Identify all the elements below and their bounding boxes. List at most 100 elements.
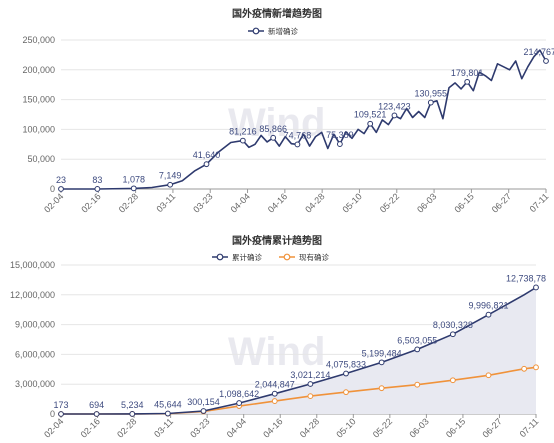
- chart1-y-axis: 0 50,000 100,000 150,000 200,000 250,000: [22, 35, 55, 194]
- data-label: 179,801: [451, 68, 484, 78]
- y-tick-label: 15,000,000: [10, 260, 55, 270]
- data-point: [236, 400, 243, 406]
- x-tick-label: 07-11: [518, 416, 541, 439]
- data-point: [307, 393, 314, 400]
- x-tick-label: 04-04: [229, 191, 252, 214]
- data-label: 130,955: [415, 89, 448, 99]
- data-point: [449, 377, 456, 384]
- data-point: [239, 137, 246, 144]
- data-point: [485, 311, 492, 318]
- data-label: 1,098,642: [219, 389, 259, 399]
- data-label: 85,866: [259, 124, 287, 134]
- x-tick-label: 06-27: [481, 416, 504, 439]
- x-tick-label: 05-10: [341, 191, 364, 214]
- chart2-legend-label-active: 现有确诊: [299, 252, 329, 262]
- data-point: [130, 185, 137, 192]
- chart1-title: 国外疫情新增趋势图: [232, 7, 322, 20]
- data-point: [93, 411, 100, 417]
- y-tick-label: 50,000: [27, 154, 55, 164]
- data-label: 81,216: [229, 127, 257, 137]
- chart1-legend[interactable]: 新增确诊: [248, 26, 298, 36]
- data-label: 41,640: [193, 150, 221, 160]
- data-label: 3,021,214: [290, 370, 330, 380]
- chart2-data-labels: 173 694 5,234 45,644 300,1541,098,6422,044,8…: [53, 273, 546, 410]
- chart2-series: [58, 284, 539, 417]
- chart1-grid: [61, 39, 546, 190]
- data-label: 12,738,78: [506, 273, 546, 283]
- x-tick-label: 05-10: [334, 416, 357, 439]
- data-point: [200, 408, 207, 414]
- data-point: [307, 381, 314, 387]
- chart1-x-axis: 02-04 02-16 02-28 03-11 03-23 04-04 04-16 04-28…: [42, 189, 550, 215]
- x-tick-label: 05-22: [371, 416, 394, 439]
- data-label: 45,644: [154, 400, 182, 410]
- data-point: [378, 385, 385, 392]
- x-tick-label: 06-15: [444, 416, 467, 439]
- data-label: 1,078: [122, 174, 145, 184]
- y-tick-label: 150,000: [22, 95, 55, 105]
- data-point: [336, 141, 343, 147]
- data-label: 7,149: [159, 171, 182, 181]
- x-tick-label: 02-28: [117, 191, 140, 214]
- x-tick-label: 04-16: [266, 191, 289, 214]
- data-point: [414, 346, 421, 353]
- y-tick-label: 0: [50, 184, 55, 194]
- x-tick-label: 03-11: [154, 191, 177, 214]
- data-point: [129, 411, 136, 417]
- new-cases-chart: Wind 国外疫情新增趋势图 新增确诊 0 50,000 100,000 150,00…: [22, 7, 554, 215]
- x-tick-label: 02-16: [79, 191, 102, 214]
- x-tick-label: 04-28: [298, 416, 321, 439]
- data-point: [521, 365, 528, 372]
- data-point: [94, 186, 101, 192]
- data-point: [449, 331, 456, 338]
- data-point: [427, 99, 434, 106]
- x-tick-label: 06-27: [490, 191, 513, 214]
- data-label: 9,996,821: [468, 301, 508, 311]
- data-label: 23: [56, 175, 66, 185]
- cumulative-cases-chart: Wind 国外疫情累计趋势图 累计确诊 现有确诊 0 3,000,000 6,000…: [10, 234, 546, 440]
- chart2-legend-marker-cumulative: [216, 253, 224, 261]
- x-tick-label: 04-16: [261, 416, 284, 439]
- x-tick-label: 04-28: [303, 191, 326, 214]
- y-tick-label: 0: [50, 409, 55, 419]
- chart2-legend-marker-active: [283, 253, 291, 261]
- chart2-y-axis: 0 3,000,000 6,000,000 9,000,000 12,000,000 15…: [10, 260, 55, 419]
- x-tick-label: 02-04: [42, 416, 65, 439]
- x-tick-label: 05-22: [378, 191, 401, 214]
- x-tick-label: 06-03: [407, 416, 430, 439]
- x-tick-label: 04-04: [225, 416, 248, 439]
- x-tick-label: 02-04: [42, 191, 65, 214]
- watermark-2: Wind: [228, 330, 325, 374]
- data-point: [294, 141, 301, 148]
- data-point: [203, 161, 210, 168]
- data-label: 694: [89, 400, 104, 410]
- data-label: 123,423: [378, 101, 411, 111]
- data-label: 214,767: [523, 47, 554, 57]
- data-label: 83: [92, 175, 102, 185]
- y-tick-label: 200,000: [22, 65, 55, 75]
- data-point: [367, 120, 374, 127]
- data-point: [270, 134, 277, 141]
- chart1-legend-label: 新增确诊: [268, 26, 298, 36]
- y-tick-label: 12,000,000: [10, 290, 55, 300]
- data-label: 5,199,484: [362, 348, 402, 358]
- chart1-series: [58, 49, 549, 192]
- y-tick-label: 9,000,000: [15, 320, 55, 330]
- x-tick-label: 03-23: [191, 191, 214, 214]
- data-point: [343, 389, 349, 396]
- x-tick-label: 03-23: [188, 416, 211, 439]
- data-label: 5,234: [121, 400, 144, 410]
- data-point: [543, 58, 549, 64]
- data-label: 75,389: [326, 130, 354, 140]
- data-label: 8,030,328: [433, 320, 473, 330]
- chart1-legend-marker: [252, 27, 260, 35]
- y-tick-label: 3,000,000: [15, 379, 55, 389]
- data-label: 4,075,833: [326, 360, 366, 370]
- data-label: 6,503,055: [397, 335, 437, 345]
- data-point: [58, 411, 64, 417]
- y-tick-label: 6,000,000: [15, 349, 55, 359]
- chart2-legend[interactable]: 累计确诊 现有确诊: [212, 252, 329, 262]
- x-tick-label: 03-11: [152, 416, 175, 439]
